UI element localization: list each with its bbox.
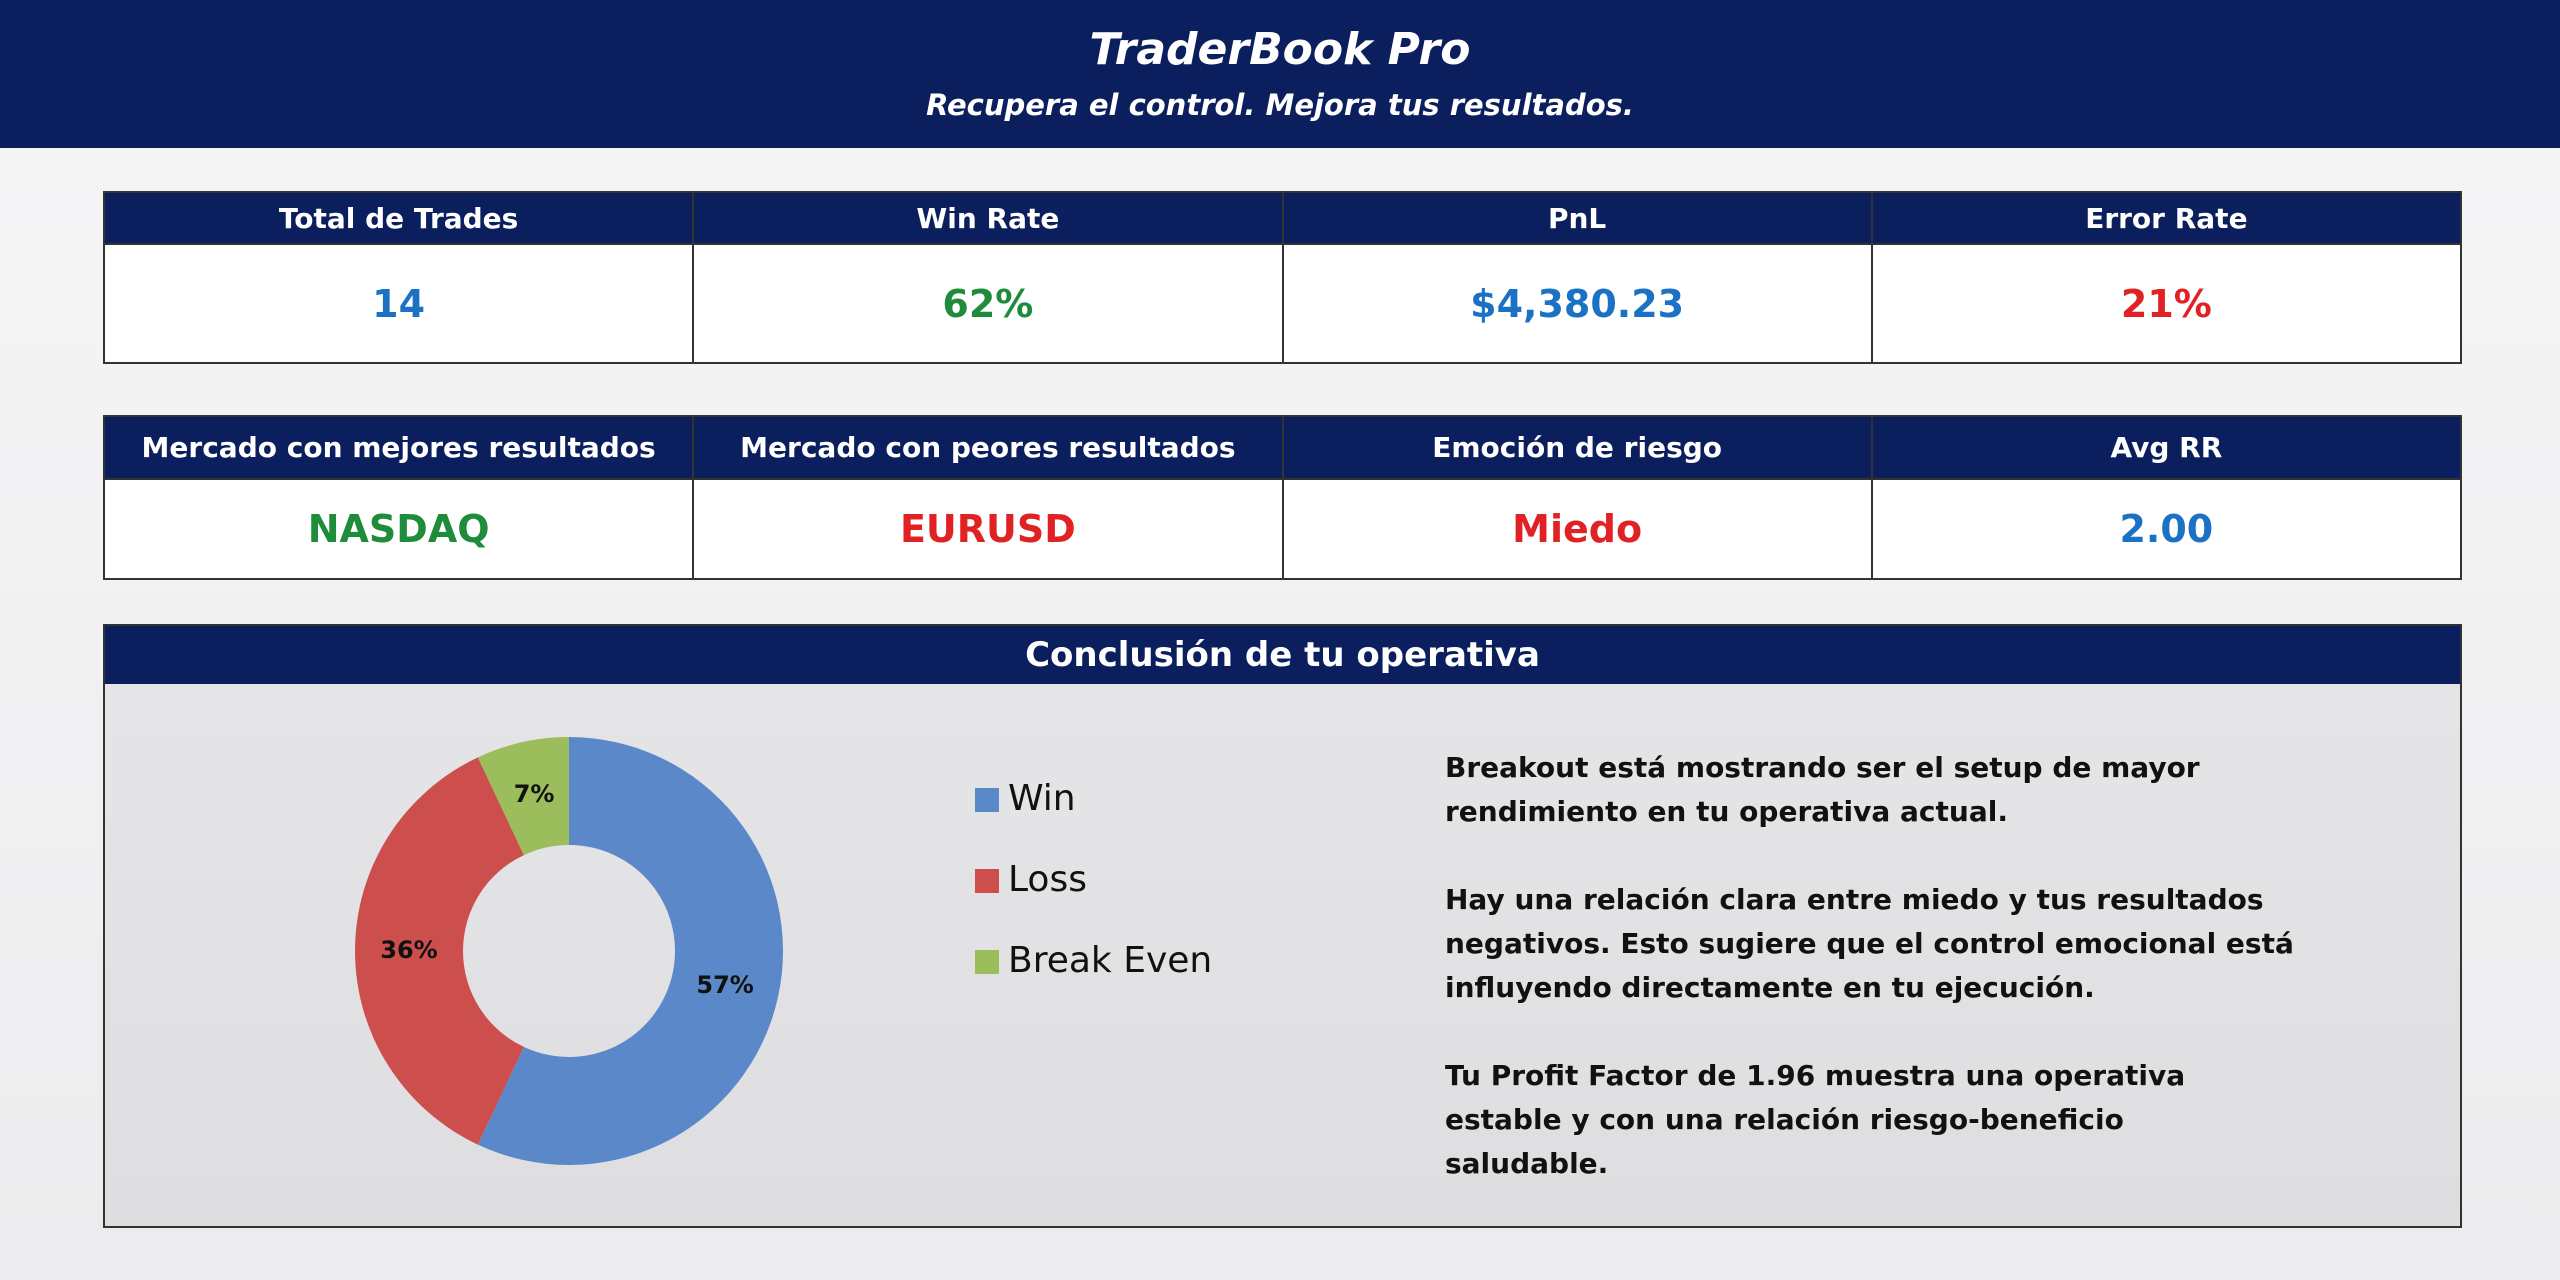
app-title: TraderBook Pro: [1089, 24, 1471, 75]
donut-chart: 57% 36% 7% Win Loss Break Even: [355, 737, 1212, 1165]
legend-swatch: [975, 788, 999, 812]
kpi-header-row: Mercado con mejores resultados Mercado co…: [102, 415, 2463, 480]
kpi-value-row: NASDAQ EURUSD Miedo 2.00: [102, 478, 2463, 580]
kpi-label: Mercado con peores resultados: [692, 415, 1284, 480]
conclusion-paragraph: Hay una relación clara entre miedo y tus…: [1445, 883, 2294, 1004]
kpi-value: NASDAQ: [102, 478, 695, 580]
conclusion-panel: Conclusión de tu operativa 57% 36% 7% Win Lo…: [103, 624, 2462, 1228]
kpi-value: 2.00: [1870, 478, 2463, 580]
data-label: 57%: [696, 971, 753, 999]
kpi-label: Mercado con mejores resultados: [102, 415, 695, 480]
legend-label: Break Even: [1008, 940, 1212, 981]
app-subtitle: Recupera el control. Mejora tus resultad…: [926, 88, 1634, 122]
donut-segment: [477, 737, 783, 1165]
kpi-value: Miedo: [1281, 478, 1873, 580]
kpi-label: Error Rate: [1870, 191, 2463, 245]
legend-label: Win: [1008, 778, 1076, 819]
donut-segment: [477, 737, 569, 856]
kpi-value: $4,380.23: [1281, 243, 1873, 364]
kpi-label: PnL: [1281, 191, 1873, 245]
kpi-table: Mercado con mejores resultados Mercado co…: [102, 415, 2463, 580]
kpi-value: EURUSD: [692, 478, 1284, 580]
donut-segment: [355, 757, 524, 1145]
kpi-label: Total de Trades: [102, 191, 695, 245]
kpi-value: 21%: [1870, 243, 2463, 364]
conclusion-text: Breakout está mostrando ser el setup de …: [1445, 746, 2295, 1230]
kpi-header-row: Total de Trades Win Rate PnL Error Rate: [102, 191, 2463, 245]
conclusion-paragraph: Tu Profit Factor de 1.96 muestra una ope…: [1445, 1059, 2186, 1180]
kpi-value-row: 14 62% $4,380.23 21%: [102, 243, 2463, 364]
kpi-value: 62%: [692, 243, 1284, 364]
data-label: 7%: [514, 780, 555, 808]
legend-swatch: [975, 950, 999, 974]
kpi-value: 14: [102, 243, 695, 364]
kpi-label: Emoción de riesgo: [1281, 415, 1873, 480]
conclusion-paragraph: Breakout está mostrando ser el setup de …: [1445, 751, 2200, 828]
legend-label: Loss: [1008, 859, 1087, 900]
kpi-label: Avg RR: [1870, 415, 2463, 480]
kpi-table: Total de Trades Win Rate PnL Error Rate 14 62…: [102, 191, 2463, 364]
kpi-label: Win Rate: [692, 191, 1284, 245]
header: TraderBook Pro Recupera el control. Mejo…: [0, 0, 2560, 148]
conclusion-title: Conclusión de tu operativa: [105, 626, 2460, 684]
data-label: 36%: [380, 936, 437, 964]
legend-swatch: [975, 869, 999, 893]
